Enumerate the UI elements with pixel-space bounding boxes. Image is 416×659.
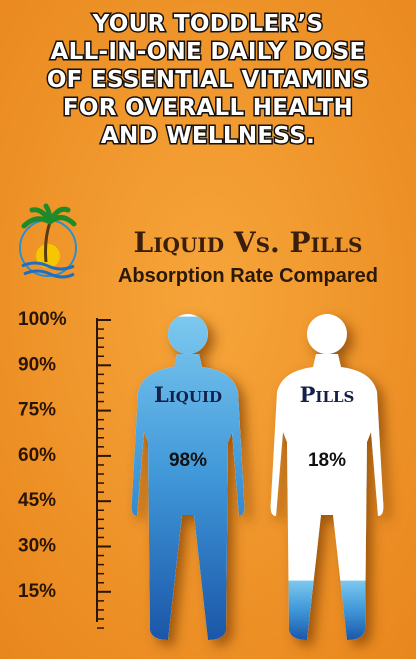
title: Liquid Vs. Pills: [134, 226, 363, 259]
headline-line: AND WELLNESS.: [101, 123, 315, 149]
scale-label: 60%: [18, 445, 56, 466]
subtitle: Absorption Rate Compared: [118, 265, 378, 287]
scale-label: 30%: [18, 536, 56, 557]
headline: YOUR TODDLER’S ALL-IN-ONE DAILY DOSE OF …: [45, 10, 370, 151]
figure-label: Pills: [300, 382, 355, 407]
headline-line: YOUR TODDLER’S: [92, 11, 324, 37]
headline-line: FOR OVERALL HEALTH: [63, 95, 353, 121]
headline-line: OF ESSENTIAL VITAMINS: [47, 67, 369, 93]
scale-label: 75%: [18, 400, 56, 421]
scale-label: 100%: [18, 309, 67, 330]
scale-label: 45%: [18, 490, 56, 511]
scale-label: 90%: [18, 354, 56, 375]
headline-line: ALL-IN-ONE DAILY DOSE: [51, 39, 366, 65]
scale-label: 15%: [18, 581, 56, 602]
logo: [19, 203, 77, 279]
scale: 100% 90% 75% 60% 45% 30% 15%: [18, 309, 111, 629]
figure-value: 98%: [169, 450, 207, 471]
figure-label: Liquid: [154, 382, 222, 407]
figure-value: 18%: [308, 450, 346, 471]
